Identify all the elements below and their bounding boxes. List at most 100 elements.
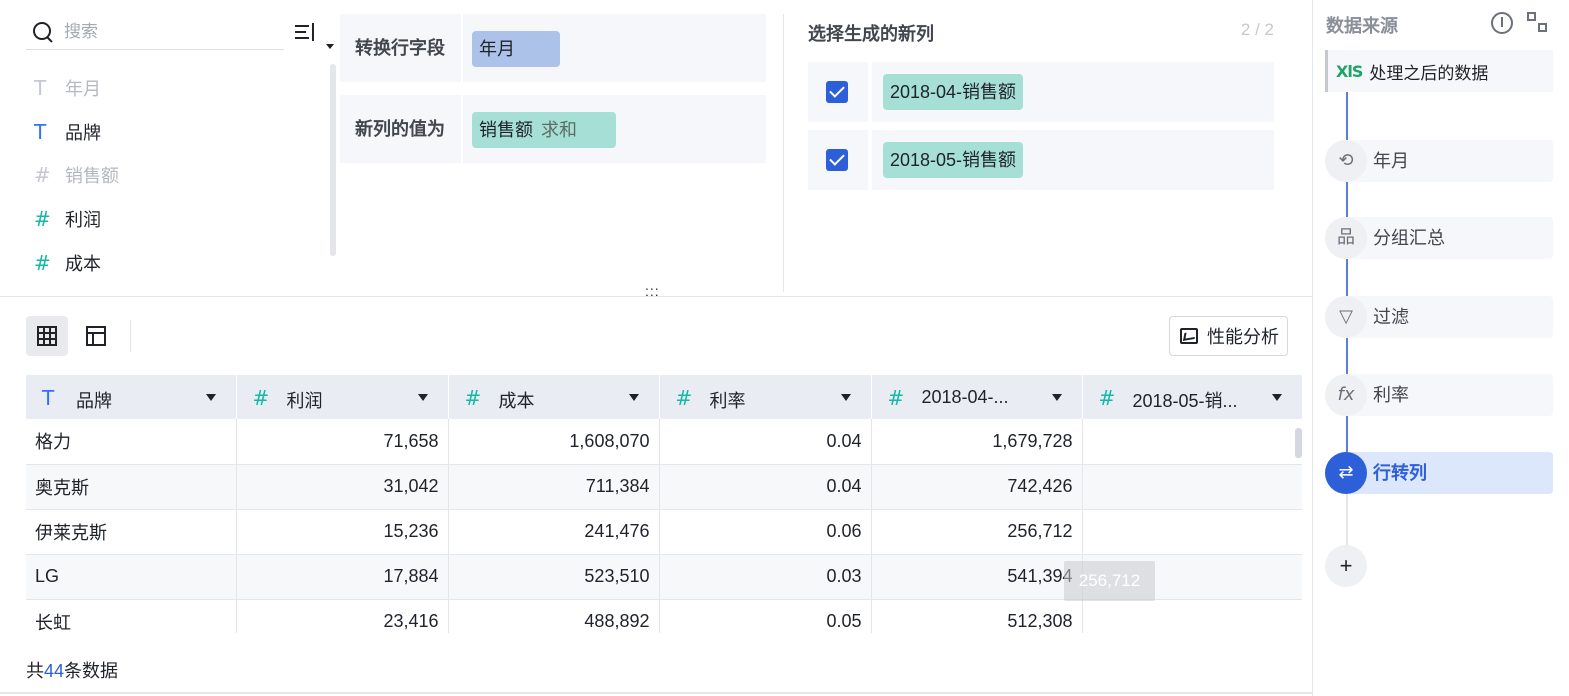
text-field-icon: T — [42, 386, 55, 410]
new-column-checkbox[interactable] — [826, 149, 848, 171]
field-item: # 销售额 — [30, 153, 320, 197]
field-list-scrollbar[interactable] — [330, 64, 336, 256]
table-cell[interactable]: 711,384 — [448, 464, 660, 510]
field-item[interactable]: T 品牌 — [30, 110, 320, 154]
chevron-down-icon[interactable] — [1271, 394, 1282, 401]
table-scrollbar[interactable] — [1295, 428, 1302, 458]
table-cell[interactable]: 742,426 — [871, 464, 1083, 510]
field-item[interactable]: # 利润 — [30, 197, 320, 241]
layout-view-button[interactable] — [75, 316, 117, 356]
step-yearmonth[interactable]: ⟲ 年月 — [1325, 140, 1553, 182]
step-rate[interactable]: fx 利率 — [1325, 374, 1553, 416]
table-cell[interactable]: 伊莱克斯 — [26, 509, 237, 555]
step-group-summary[interactable]: 品 分组汇总 — [1325, 217, 1553, 259]
value-label: 新列的值为 — [355, 119, 445, 139]
table-cell[interactable] — [1082, 599, 1302, 633]
table-cell[interactable]: 15,236 — [236, 509, 449, 555]
field-label: 销售额 — [65, 166, 119, 187]
column-header[interactable]: T 品牌 — [26, 375, 237, 419]
value-config: 新列的值为 销售额 求和 — [340, 95, 766, 163]
grid-view-button[interactable] — [26, 316, 68, 356]
step-label: 利率 — [1373, 385, 1409, 405]
cell-tooltip: 256,712 — [1064, 561, 1155, 601]
field-label: 年月 — [65, 78, 101, 99]
search-box[interactable] — [26, 14, 284, 50]
excel-icon: XlS — [1336, 61, 1363, 81]
row-field-config: 转换行字段 年月 — [340, 14, 766, 82]
formula-icon: fx — [1325, 374, 1367, 416]
new-columns-count: 2 / 2 — [1240, 20, 1274, 39]
aggregation-label: 求和 — [541, 120, 577, 140]
search-input[interactable] — [64, 21, 264, 42]
table-cell[interactable]: 格力 — [26, 419, 237, 465]
table-cell[interactable] — [1082, 464, 1302, 510]
new-columns-title: 选择生成的新列 — [808, 24, 934, 44]
column-header[interactable]: # 利润 — [236, 375, 449, 419]
table-cell[interactable]: 长虹 — [26, 599, 237, 633]
performance-analysis-label: 性能分析 — [1207, 327, 1279, 347]
row-count-value: 44 — [44, 661, 65, 681]
column-header[interactable]: # 利率 — [659, 375, 872, 419]
chevron-down-icon[interactable] — [205, 394, 216, 401]
sidebar-title: 数据来源 — [1326, 16, 1398, 36]
table-cell[interactable]: 256,712 — [871, 509, 1083, 555]
number-field-icon: # — [252, 386, 270, 410]
value-field-name: 销售额 — [479, 120, 533, 140]
table-row: 格力 71,658 1,608,070 0.04 1,679,728 — [26, 419, 1302, 465]
chevron-down-icon[interactable] — [628, 394, 639, 401]
step-filter[interactable]: ▽ 过滤 — [1325, 296, 1553, 338]
table-cell[interactable]: 奥克斯 — [26, 464, 237, 510]
table-cell[interactable]: LG — [26, 554, 237, 600]
table-cell[interactable]: 523,510 — [448, 554, 660, 600]
table-cell[interactable]: 0.04 — [659, 419, 872, 465]
table-cell[interactable]: 23,416 — [236, 599, 449, 633]
number-field-icon: # — [675, 386, 693, 410]
table-cell[interactable]: 0.06 — [659, 509, 872, 555]
table-cell[interactable]: 1,679,728 — [871, 419, 1083, 465]
table-cell[interactable]: 512,308 — [871, 599, 1083, 633]
column-header[interactable]: #2018-04-... — [871, 375, 1083, 419]
table-cell[interactable]: 241,476 — [448, 509, 660, 555]
table-cell[interactable]: 0.03 — [659, 554, 872, 600]
table-cell[interactable]: 0.04 — [659, 464, 872, 510]
row-count: 共44条数据 — [26, 661, 119, 681]
step-row-to-column[interactable]: ⇄ 行转列 — [1325, 452, 1553, 494]
chevron-down-icon[interactable] — [417, 394, 428, 401]
add-step-button[interactable]: + — [1325, 545, 1367, 587]
swap-source-icon[interactable] — [1527, 12, 1549, 34]
config-area: T 年月 T 品牌 # 销售额 # 利润 # 成本 转换行字段 — [0, 0, 1312, 296]
value-field-chip[interactable]: 销售额 求和 — [472, 112, 616, 148]
table-cell[interactable]: 488,892 — [448, 599, 660, 633]
table-cell[interactable] — [1082, 419, 1302, 465]
step-label: 过滤 — [1373, 307, 1409, 327]
data-table: T 品牌 # 利润 # 成本 # 利率 #2018-04-... #2018-05-销.… — [26, 375, 1302, 633]
new-column-checkbox[interactable] — [826, 81, 848, 103]
new-column-row: 2018-05-销售额 — [808, 130, 1274, 190]
number-field-icon: # — [34, 250, 51, 275]
column-header[interactable]: # 成本 — [448, 375, 660, 419]
table-cell[interactable]: 1,608,070 — [448, 419, 660, 465]
chevron-down-icon[interactable] — [1051, 394, 1062, 401]
grid-icon — [37, 326, 57, 346]
performance-analysis-button[interactable]: 性能分析 — [1169, 316, 1288, 356]
table-cell[interactable]: 0.05 — [659, 599, 872, 633]
table-cell[interactable]: 541,394 — [871, 554, 1083, 600]
step-label: 分组汇总 — [1373, 228, 1445, 248]
row-field-chip[interactable]: 年月 — [472, 31, 560, 67]
column-header[interactable]: #2018-05-销... — [1082, 375, 1302, 419]
table-cell[interactable]: 31,042 — [236, 464, 449, 510]
sort-button[interactable] — [292, 20, 336, 52]
sort-icon — [295, 23, 315, 41]
table-cell[interactable]: 17,884 — [236, 554, 449, 600]
upload-icon[interactable] — [1491, 12, 1513, 34]
data-source-label: 处理之后的数据 — [1369, 63, 1489, 83]
table-cell[interactable] — [1082, 509, 1302, 555]
row-to-column-icon: ⇄ — [1325, 452, 1367, 494]
table-row: 奥克斯 31,042 711,384 0.04 742,426 — [26, 464, 1302, 510]
new-column-row: 2018-04-销售额 — [808, 62, 1274, 122]
resize-handle[interactable]: ::: — [645, 283, 660, 299]
data-source[interactable]: XlS 处理之后的数据 — [1325, 50, 1553, 92]
chevron-down-icon[interactable] — [840, 394, 851, 401]
table-cell[interactable]: 71,658 — [236, 419, 449, 465]
field-item[interactable]: # 成本 — [30, 241, 320, 285]
